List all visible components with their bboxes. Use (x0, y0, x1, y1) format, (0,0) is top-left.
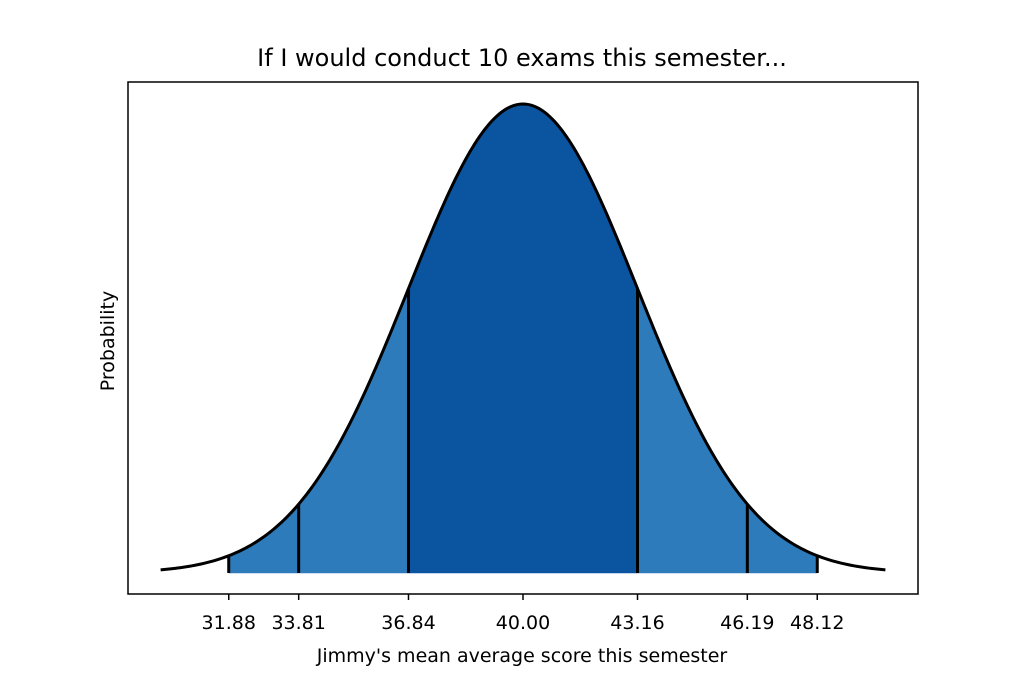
y-axis-label: Probability (97, 291, 119, 391)
x-tick-label: 43.16 (610, 612, 664, 634)
x-tick-label: 48.12 (790, 612, 844, 634)
x-tick-label: 36.84 (381, 612, 435, 634)
x-tick-label: 33.81 (271, 612, 325, 634)
boundary-lines (227, 288, 819, 573)
chart-title: If I would conduct 10 exams this semeste… (257, 44, 787, 72)
x-tick-label: 46.19 (720, 612, 774, 634)
distribution-curve (160, 102, 886, 572)
shaded-regions (228, 103, 818, 574)
x-tick-label: 31.88 (202, 612, 256, 634)
x-tick-label: 40.00 (496, 612, 550, 634)
x-axis-label: Jimmy's mean average score this semester (316, 645, 728, 667)
shaded-region-1 (228, 288, 409, 574)
shaded-region-0 (408, 103, 638, 574)
x-axis-ticks: 31.88 33.81 36.84 40.00 43.16 46.19 48.12 (202, 594, 844, 634)
shaded-region-2 (637, 288, 818, 574)
